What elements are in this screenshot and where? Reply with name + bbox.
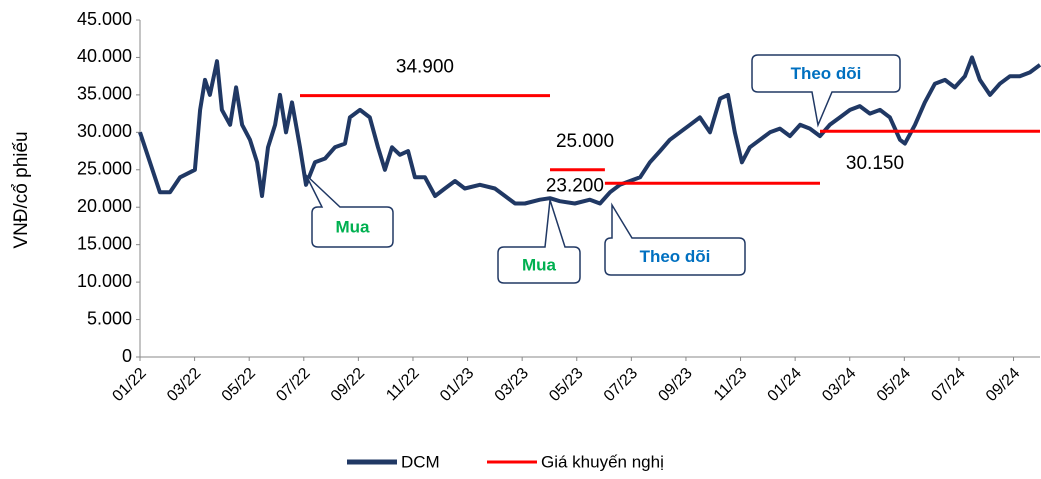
price-label: 25.000 [556, 131, 614, 152]
x-tick-label: 05/24 [874, 365, 914, 405]
x-tick-label: 03/24 [819, 365, 859, 405]
callout-box [497, 199, 581, 284]
series-line [138, 55, 1041, 206]
x-tick-label: 11/23 [711, 365, 751, 405]
y-tick-label: 35.000 [77, 84, 132, 104]
legend-label: DCM [401, 452, 440, 471]
callout-box [305, 174, 394, 248]
y-tick-label: 40.000 [77, 46, 132, 66]
x-tick-label: 05/22 [219, 365, 259, 405]
x-tick-label: 01/24 [765, 365, 805, 405]
legend-label: Giá khuyến nghị [541, 452, 664, 471]
y-tick-label: 45.000 [77, 9, 132, 29]
callout-text: Theo dõi [791, 64, 862, 83]
x-tick-label: 09/24 [983, 365, 1023, 405]
x-tick-label: 03/23 [492, 365, 532, 405]
x-tick-label: 09/23 [655, 365, 695, 405]
x-tick-label: 05/23 [546, 365, 586, 405]
x-tick-label: 09/22 [328, 365, 368, 405]
y-axis-label: VNĐ/cổ phiếu [11, 131, 32, 248]
x-tick-label: 07/22 [273, 365, 313, 405]
callout-text: Theo dõi [640, 247, 711, 266]
y-tick-label: 10.000 [77, 271, 132, 291]
x-tick-label: 01/22 [109, 365, 149, 405]
callout-box [604, 202, 746, 276]
series-line [300, 94, 1040, 185]
x-tick-label: 03/22 [164, 365, 204, 405]
y-tick-label: 30.000 [77, 121, 132, 141]
y-tick-label: 15.000 [77, 233, 132, 253]
price-label: 30.150 [846, 153, 904, 174]
callout-text: Mua [336, 217, 371, 236]
y-tick-label: 5.000 [87, 308, 132, 328]
callout-text: Mua [522, 255, 557, 274]
x-tick-label: 07/24 [928, 365, 968, 405]
price-label: 23.200 [546, 175, 604, 196]
y-tick-label: 25.000 [77, 159, 132, 179]
x-tick-label: 11/22 [383, 365, 423, 405]
callout-box [751, 54, 901, 128]
x-tick-label: 01/23 [437, 365, 477, 405]
y-tick-label: 20.000 [77, 196, 132, 216]
y-tick-label: 0 [122, 346, 132, 366]
x-tick-label: 07/23 [601, 365, 641, 405]
price-label: 34.900 [396, 57, 454, 78]
